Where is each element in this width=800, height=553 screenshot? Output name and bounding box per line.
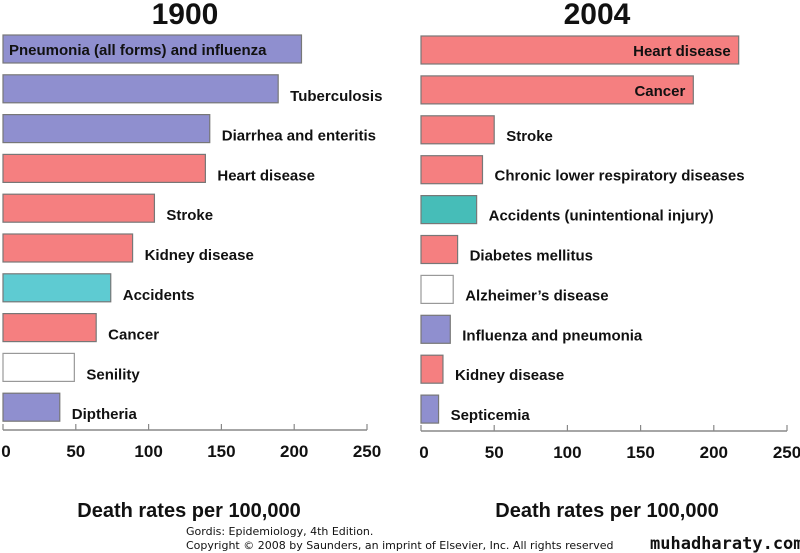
x-tick-label: 100 [553,443,581,462]
bar-label: Stroke [166,207,213,224]
x-tick-label: 200 [280,442,308,461]
bar-label: Alzheimer’s disease [465,287,608,304]
x-ticks-2004: 0 50 100 150 200 250 [419,425,800,462]
bar-kidney-disease [2,233,134,263]
bar-diabetes-mellitus [420,234,459,265]
bar-label: Tuberculosis [290,88,382,105]
bar-label: Cancer [634,83,685,100]
bar-senility [2,352,75,382]
bar-label: Senility [86,366,140,383]
x-tick-label: 250 [353,442,381,461]
x-tick-label: 0 [419,443,428,462]
x-tick-label: 200 [700,443,728,462]
bar-cancer [420,75,694,105]
bar-label: Diarrhea and enteritis [222,128,376,145]
bar-heart-disease [420,35,740,65]
x-tick-label: 50 [485,443,504,462]
bar-chronic-lower-respiratory-diseases [420,155,484,185]
bar-accidents-unintentional-injury [420,195,478,225]
bar-diptheria [2,392,61,422]
bar-diarrhea-and-enteritis [2,113,211,144]
bar-heart-disease [2,153,206,183]
bar-accidents [2,273,112,303]
x-tick-label: 50 [66,442,85,461]
bar-label: Influenza and pneumonia [462,327,643,344]
bar-label: Pneumonia (all forms) and influenza [9,42,267,59]
bar-label: Stroke [506,128,553,145]
chart-title-1900: 1900 [152,0,219,31]
bar-label: Accidents [123,287,195,304]
bar-label: Septicemia [451,407,531,424]
bar-alzheimer-s-disease [420,274,454,304]
bar-label: Diptheria [72,406,138,423]
credit-line-2: Copyright © 2008 by Saunders, an imprint… [186,539,613,552]
bar-label: Kidney disease [145,247,254,264]
bar-label: Diabetes mellitus [470,248,593,265]
x-tick-label: 150 [626,443,654,462]
x-tick-label: 100 [134,442,162,461]
bar-stroke [2,193,156,223]
x-axis-label-1900: Death rates per 100,000 [77,500,300,522]
bar-label: Heart disease [633,43,731,60]
bar-septicemia [420,394,440,424]
bar-kidney-disease [420,354,444,384]
bar-stroke [420,115,495,145]
bar-cancer [2,313,97,343]
credit-line-1: Gordis: Epidemiology, 4th Edition. [186,525,373,538]
x-tick-label: 0 [1,442,10,461]
bar-pneumonia-all-forms-and-influenza [2,34,303,64]
x-axis-label-2004: Death rates per 100,000 [495,500,718,522]
bar-label: Kidney disease [455,367,564,384]
bar-label: Heart disease [217,167,315,184]
bar-label: Cancer [108,327,159,344]
chart-2004: 2004 Heart disease Cancer Stroke Chronic lo… [419,0,800,522]
chart-title-2004: 2004 [564,0,631,31]
bars-2004: Heart disease Cancer Stroke Chronic lower r… [420,35,745,424]
bar-label: Chronic lower respiratory diseases [494,168,744,185]
bar-tuberculosis [2,74,279,104]
x-ticks-1900: 0 50 100 150 200 250 [1,424,381,461]
x-tick-label: 250 [773,443,800,462]
watermark: muhadharaty.com [650,534,800,553]
bar-influenza-and-pneumonia [420,314,451,344]
x-tick-label: 150 [207,442,235,461]
bars-1900: Pneumonia (all forms) and influenza Tuber… [2,34,382,423]
bar-label: Accidents (unintentional injury) [489,208,714,225]
chart-1900: 1900 Pneumonia (all forms) and influenza… [1,0,382,522]
